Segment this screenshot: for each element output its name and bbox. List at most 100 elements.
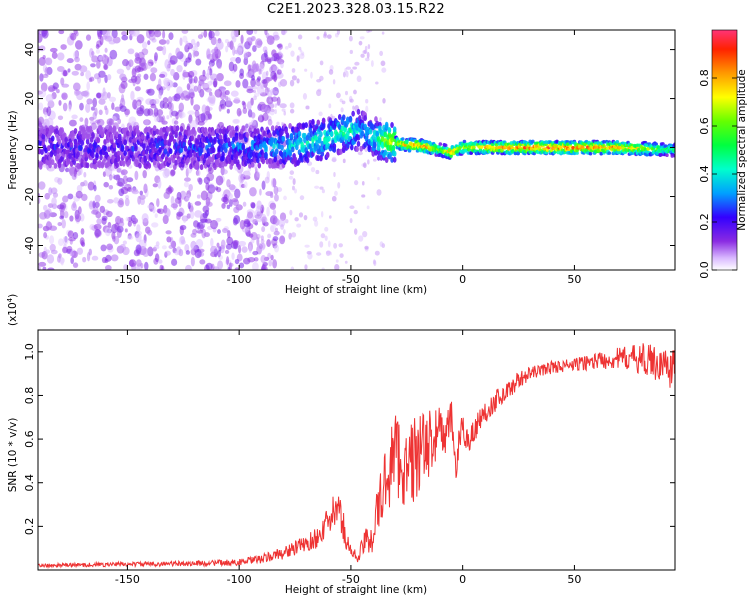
heatmap-cell (45, 249, 51, 254)
heatmap-cell (274, 90, 278, 95)
heatmap-cell (271, 49, 277, 57)
heatmap-cell (108, 96, 117, 103)
heatmap-cell (327, 240, 331, 248)
heatmap-cell (355, 146, 359, 153)
heatmap-cell (77, 206, 82, 215)
heatmap-cell (334, 190, 338, 196)
heatmap-cell (197, 177, 202, 183)
heatmap-cell (331, 195, 337, 202)
heatmap-cell (183, 177, 191, 182)
heatmap-cell (264, 76, 270, 84)
heatmap-cell (223, 133, 228, 140)
heatmap-cell (126, 130, 130, 137)
heatmap-cell (262, 112, 269, 122)
heatmap-cell (136, 67, 144, 72)
heatmap-cell (119, 105, 127, 113)
heatmap-cell (669, 143, 673, 148)
heatmap-cell (345, 70, 349, 78)
heatmap-cell (83, 171, 87, 178)
heatmap-cell (266, 239, 271, 247)
heatmap-cell (166, 115, 170, 120)
heatmap-cell (57, 222, 62, 227)
heatmap-cell (71, 114, 78, 120)
heatmap-cell (149, 72, 156, 82)
heatmap-cell (95, 232, 100, 239)
heatmap-cell (284, 46, 289, 50)
heatmap-cell (135, 259, 142, 267)
heatmap-cell (243, 220, 251, 228)
heatmap-cell (49, 47, 58, 53)
heatmap-cell (387, 127, 392, 134)
heatmap-cell (170, 110, 179, 117)
heatmap-cell (150, 104, 157, 109)
heatmap-cell (320, 233, 326, 239)
heatmap-cell (269, 98, 272, 103)
heatmap-cell (289, 108, 295, 114)
heatmap-cell (166, 236, 172, 243)
heatmap-cell (111, 30, 118, 39)
heatmap-cell (334, 264, 340, 270)
heatmap-cell (46, 145, 51, 152)
heatmap-cell (309, 130, 314, 137)
x-tick-label: 50 (567, 273, 581, 286)
heatmap-cell (241, 246, 248, 253)
heatmap-cell (348, 95, 353, 103)
heatmap-cell (98, 98, 106, 105)
heatmap-cell (279, 103, 287, 109)
heatmap-cell (310, 71, 313, 79)
heatmap-cell (242, 107, 248, 114)
heatmap-cell (152, 125, 157, 132)
heatmap-cell (250, 161, 255, 168)
heatmap-cell (253, 95, 257, 101)
heatmap-cell (133, 99, 138, 109)
heatmap-cell (250, 119, 257, 126)
heatmap-cell (304, 244, 310, 248)
heatmap-cell (342, 71, 346, 78)
heatmap-cell (157, 178, 162, 189)
heatmap-cell (143, 183, 148, 194)
heatmap-cell (104, 226, 111, 237)
x-tick-label: 0 (459, 273, 466, 286)
heatmap-cell (135, 125, 140, 132)
heatmap-cell (363, 115, 368, 122)
heatmap-cell (119, 243, 127, 252)
heatmap-cell (38, 116, 45, 125)
heatmap-cell (74, 40, 83, 50)
colorbar-tick-label: 0.4 (698, 165, 711, 183)
heatmap-cell (71, 70, 79, 76)
heatmap-cell (277, 43, 283, 50)
heatmap-cell (62, 102, 68, 112)
heatmap-cell (288, 123, 292, 130)
heatmap-cell (270, 125, 275, 132)
heatmap-cell (167, 96, 173, 105)
heatmap-cell (114, 222, 120, 231)
heatmap-cell (333, 242, 338, 249)
heatmap-cell (105, 107, 109, 116)
heatmap-cell (63, 132, 67, 139)
heatmap-cell (154, 147, 158, 154)
heatmap-cell (341, 141, 346, 148)
heatmap-cell (224, 38, 229, 44)
heatmap-cell (231, 35, 237, 43)
heatmap-cell (360, 130, 365, 137)
heatmap-cell (258, 243, 263, 250)
heatmap-cell (567, 147, 571, 152)
heatmap-cell (261, 180, 266, 190)
heatmap-cell (303, 137, 307, 144)
heatmap-cell (307, 151, 311, 158)
heatmap-cell (216, 242, 220, 248)
heatmap-cell (239, 68, 245, 76)
heatmap-cell (38, 33, 43, 43)
heatmap-cell (252, 261, 259, 270)
heatmap-cell (132, 137, 137, 144)
heatmap-cell (142, 169, 147, 179)
heatmap-cell (58, 30, 65, 35)
heatmap-cell (316, 252, 322, 256)
heatmap-cell (663, 144, 668, 148)
x-tick-label: -50 (342, 273, 360, 286)
heatmap-cell (238, 245, 242, 254)
snr-series-line (38, 343, 675, 570)
heatmap-cell (101, 215, 108, 221)
heatmap-cell (122, 240, 127, 245)
heatmap-cell (266, 110, 271, 115)
